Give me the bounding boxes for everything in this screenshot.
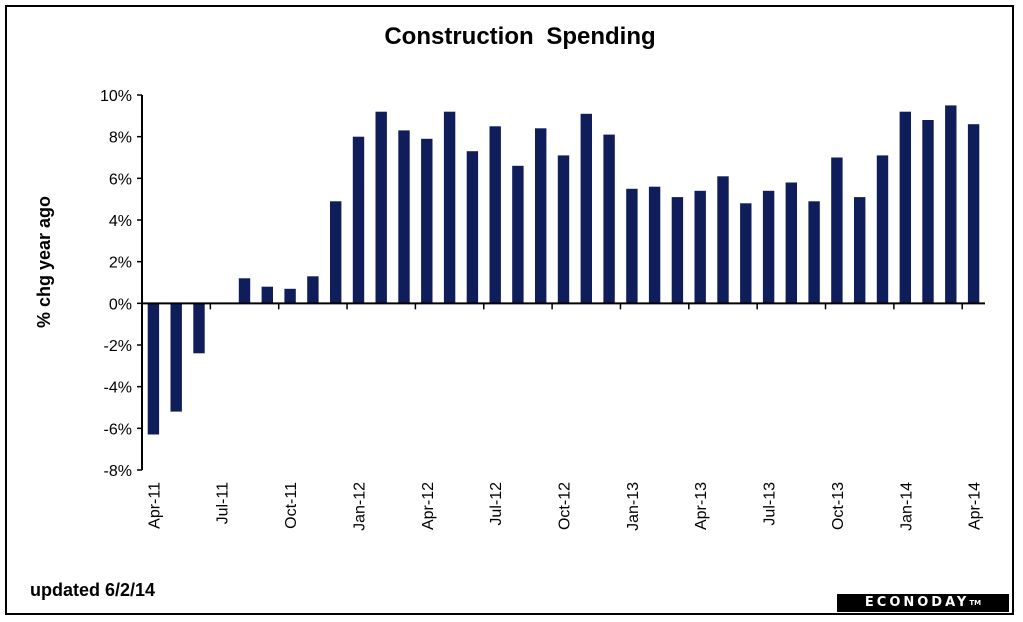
chart-title: Construction Spending (384, 23, 655, 50)
bar-Jun-12 (466, 151, 479, 304)
x-tick-label: Apr-14 (967, 482, 984, 530)
bar-Jul-12 (489, 126, 501, 304)
bar-Feb-12 (375, 111, 387, 304)
bar-Mar-14 (945, 105, 957, 304)
bar-Dec-12 (603, 134, 615, 304)
y-tick-label: -6% (104, 421, 132, 438)
updated-note: updated 6/2/14 (30, 580, 156, 600)
y-ticks-group: -8% -6% -4% -2% 0% 2% 4% 6% 8% 10% (100, 88, 142, 480)
y-tick-label: -4% (104, 380, 132, 397)
x-tick-label: Oct-13 (830, 482, 847, 530)
bar-Sep-11 (261, 286, 273, 304)
bar-Jun-11 (193, 303, 205, 354)
bar-Nov-11 (307, 276, 319, 304)
y-axis-label: % chg year ago (34, 196, 54, 328)
x-tick-label: Oct-11 (283, 482, 300, 529)
x-tick-label: Oct-12 (557, 482, 574, 530)
x-tick-label: Jan-13 (625, 482, 642, 531)
x-tick-label: Jul-11 (215, 482, 232, 524)
y-tick-label: 8% (109, 130, 132, 147)
x-tick-label: Jul-12 (488, 482, 505, 526)
bar-Oct-11 (284, 288, 296, 304)
bar-Sep-12 (535, 128, 547, 304)
bar-Mar-13 (671, 197, 684, 304)
y-tick-label: 6% (109, 171, 132, 188)
x-tick-label: Jul-13 (762, 482, 779, 526)
y-tick-label: 2% (109, 255, 132, 272)
bar-Apr-13 (694, 190, 706, 304)
bar-Jan-14 (899, 111, 911, 304)
x-tick-label: Apr-11 (146, 482, 163, 529)
bar-May-11 (170, 303, 182, 412)
bar-Aug-13 (785, 182, 797, 304)
bar-Feb-14 (922, 120, 934, 304)
bar-Dec-11 (330, 201, 342, 304)
logo-tm: TM (969, 599, 982, 607)
axes-group (141, 95, 985, 470)
bar-Nov-12 (580, 113, 592, 304)
x-tick-label: Apr-13 (693, 482, 710, 530)
bar-Apr-12 (421, 138, 433, 304)
x-tick-label: Apr-12 (420, 482, 437, 530)
y-tick-label: 0% (109, 296, 132, 313)
bar-May-13 (717, 176, 729, 304)
x-tick-label: Jan-14 (898, 482, 915, 531)
bars-group (147, 105, 980, 435)
bar-Feb-13 (648, 186, 661, 304)
bar-Jun-13 (740, 203, 752, 304)
bar-Oct-13 (831, 157, 843, 304)
bar-Mar-12 (398, 130, 410, 304)
econoday-logo: ECONODAYTM (837, 594, 1009, 612)
bar-Sep-13 (808, 201, 820, 304)
bar-Nov-13 (854, 197, 866, 304)
bar-Aug-12 (512, 165, 524, 304)
logo-text: ECONODAY (864, 595, 970, 610)
bar-Aug-11 (238, 278, 251, 304)
y-tick-label: 10% (100, 88, 132, 105)
bar-Jul-13 (762, 190, 775, 304)
x-tick-label: Jan-12 (351, 482, 368, 531)
bar-Jan-13 (626, 188, 638, 304)
x-ticks-group: Apr-11 Jul-11 Oct-11 Jan-12 Apr-12 Jul-12 Oct-… (141, 303, 984, 531)
y-tick-label: -8% (104, 463, 132, 480)
y-tick-label: -2% (104, 338, 132, 355)
bar-May-12 (443, 111, 456, 304)
bar-Jan-12 (352, 136, 365, 304)
bar-Dec-13 (876, 155, 889, 304)
bar-Apr-14 (967, 124, 980, 304)
bar-Apr-11 (147, 303, 160, 435)
y-tick-label: 4% (109, 213, 132, 230)
bar-Oct-12 (557, 155, 570, 304)
